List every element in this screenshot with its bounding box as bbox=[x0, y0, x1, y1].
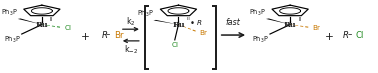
Text: III: III bbox=[186, 17, 190, 21]
Text: Br: Br bbox=[114, 31, 123, 40]
Text: k$_{-2}$: k$_{-2}$ bbox=[124, 43, 138, 56]
Text: k$_2$: k$_2$ bbox=[126, 16, 136, 28]
Polygon shape bbox=[153, 20, 178, 25]
Text: R: R bbox=[343, 31, 349, 40]
Text: Ph$_3$P: Ph$_3$P bbox=[1, 8, 18, 18]
Text: Ru: Ru bbox=[36, 21, 48, 29]
Text: –: – bbox=[106, 31, 110, 40]
Text: Ph$_3$P: Ph$_3$P bbox=[252, 35, 269, 45]
Text: Cl: Cl bbox=[64, 25, 71, 31]
Text: Ru: Ru bbox=[172, 21, 185, 29]
Text: Ph$_3$P: Ph$_3$P bbox=[4, 35, 21, 45]
Text: Ru: Ru bbox=[284, 21, 296, 29]
Text: II: II bbox=[298, 17, 301, 22]
Text: +: + bbox=[81, 32, 90, 41]
Text: –: – bbox=[348, 31, 352, 40]
Polygon shape bbox=[18, 18, 42, 25]
Text: Cl: Cl bbox=[355, 31, 364, 40]
Text: R: R bbox=[197, 20, 202, 26]
Text: +: + bbox=[325, 32, 334, 41]
Text: R: R bbox=[102, 31, 108, 40]
Text: Br: Br bbox=[313, 25, 321, 31]
Text: Br: Br bbox=[199, 30, 207, 36]
Text: II: II bbox=[50, 17, 53, 22]
Text: Cl: Cl bbox=[171, 42, 178, 48]
Text: Ph$_3$P: Ph$_3$P bbox=[137, 9, 153, 19]
Text: •: • bbox=[189, 19, 194, 28]
Text: Ph$_3$P: Ph$_3$P bbox=[249, 8, 266, 18]
Text: fast: fast bbox=[226, 18, 241, 27]
Polygon shape bbox=[266, 18, 290, 25]
